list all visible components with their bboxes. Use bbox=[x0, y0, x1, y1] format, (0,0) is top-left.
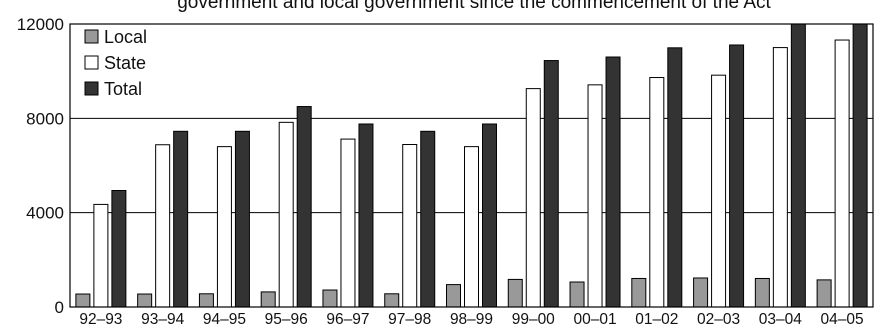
chart-title: government and local government since th… bbox=[177, 0, 771, 13]
bar-total-12 bbox=[852, 23, 868, 308]
x-tick-label: 04–05 bbox=[821, 311, 864, 327]
bar-total-3 bbox=[296, 106, 312, 308]
x-tick-label: 95–96 bbox=[265, 311, 308, 327]
bar-local-0 bbox=[75, 293, 91, 308]
bar-local-7 bbox=[507, 278, 523, 308]
bar-state-11 bbox=[772, 47, 788, 308]
legend-swatch-local bbox=[84, 29, 99, 44]
bar-total-2 bbox=[234, 130, 250, 308]
bar-local-8 bbox=[569, 281, 585, 308]
y-tick-label: 4000 bbox=[26, 204, 64, 223]
x-tick-label: 02–03 bbox=[697, 311, 740, 327]
bar-state-7 bbox=[525, 88, 541, 308]
bar-local-5 bbox=[384, 293, 400, 308]
x-tick-label: 01–02 bbox=[635, 311, 678, 327]
x-axis-ticks: 92–93 93–94 94–95 95–96 96–97 97–98 98–99 99–00… bbox=[79, 311, 863, 327]
legend-label-state: State bbox=[104, 53, 146, 73]
legend-label-total: Total bbox=[104, 79, 142, 99]
bar-local-1 bbox=[137, 293, 153, 308]
plot-frame bbox=[69, 23, 874, 308]
bar-state-8 bbox=[587, 84, 603, 308]
bars bbox=[75, 23, 868, 308]
x-tick-label: 94–95 bbox=[203, 311, 246, 327]
bar-total-5 bbox=[420, 130, 436, 308]
bar-total-0 bbox=[111, 189, 127, 308]
bar-state-6 bbox=[464, 146, 479, 308]
bar-state-4 bbox=[340, 138, 356, 308]
bar-total-4 bbox=[358, 123, 374, 308]
y-tick-label: 12000 bbox=[17, 15, 64, 34]
legend-label-local: Local bbox=[104, 27, 147, 47]
bar-total-6 bbox=[482, 123, 497, 308]
bar-local-12 bbox=[816, 279, 832, 308]
bar-total-8 bbox=[605, 56, 621, 308]
bar-local-11 bbox=[754, 277, 770, 308]
bar-state-9 bbox=[649, 77, 665, 308]
bar-total-10 bbox=[729, 44, 745, 308]
bar-total-9 bbox=[667, 47, 683, 308]
y-axis-ticks: 0 4000 8000 12000 bbox=[17, 15, 64, 317]
bar-state-12 bbox=[834, 39, 850, 308]
bar-local-9 bbox=[631, 277, 647, 308]
bar-local-4 bbox=[322, 289, 338, 308]
bar-local-2 bbox=[198, 293, 214, 308]
bar-local-3 bbox=[260, 291, 276, 308]
bar-state-3 bbox=[278, 121, 294, 308]
legend-swatch-state bbox=[84, 55, 99, 70]
bar-total-1 bbox=[173, 130, 189, 308]
x-tick-label: 92–93 bbox=[79, 311, 122, 327]
x-tick-label: 99–00 bbox=[512, 311, 555, 327]
bar-state-5 bbox=[402, 144, 418, 308]
x-tick-label: 97–98 bbox=[388, 311, 431, 327]
bar-local-10 bbox=[693, 277, 709, 308]
y-tick-label: 8000 bbox=[26, 109, 64, 128]
bar-local-6 bbox=[446, 284, 461, 308]
legend: Local State Total bbox=[84, 27, 147, 99]
bar-total-11 bbox=[790, 23, 806, 308]
bar-state-10 bbox=[711, 74, 727, 308]
bar-state-2 bbox=[216, 146, 232, 308]
legend-swatch-total bbox=[84, 81, 99, 96]
bar-state-0 bbox=[93, 203, 109, 308]
x-tick-label: 00–01 bbox=[573, 311, 616, 327]
bar-total-7 bbox=[543, 60, 559, 308]
x-tick-label: 93–94 bbox=[141, 311, 184, 327]
x-tick-label: 03–04 bbox=[759, 311, 802, 327]
bar-state-1 bbox=[155, 144, 171, 308]
x-tick-label: 98–99 bbox=[450, 311, 493, 327]
y-tick-label: 0 bbox=[55, 298, 64, 317]
x-tick-label: 96–97 bbox=[326, 311, 369, 327]
